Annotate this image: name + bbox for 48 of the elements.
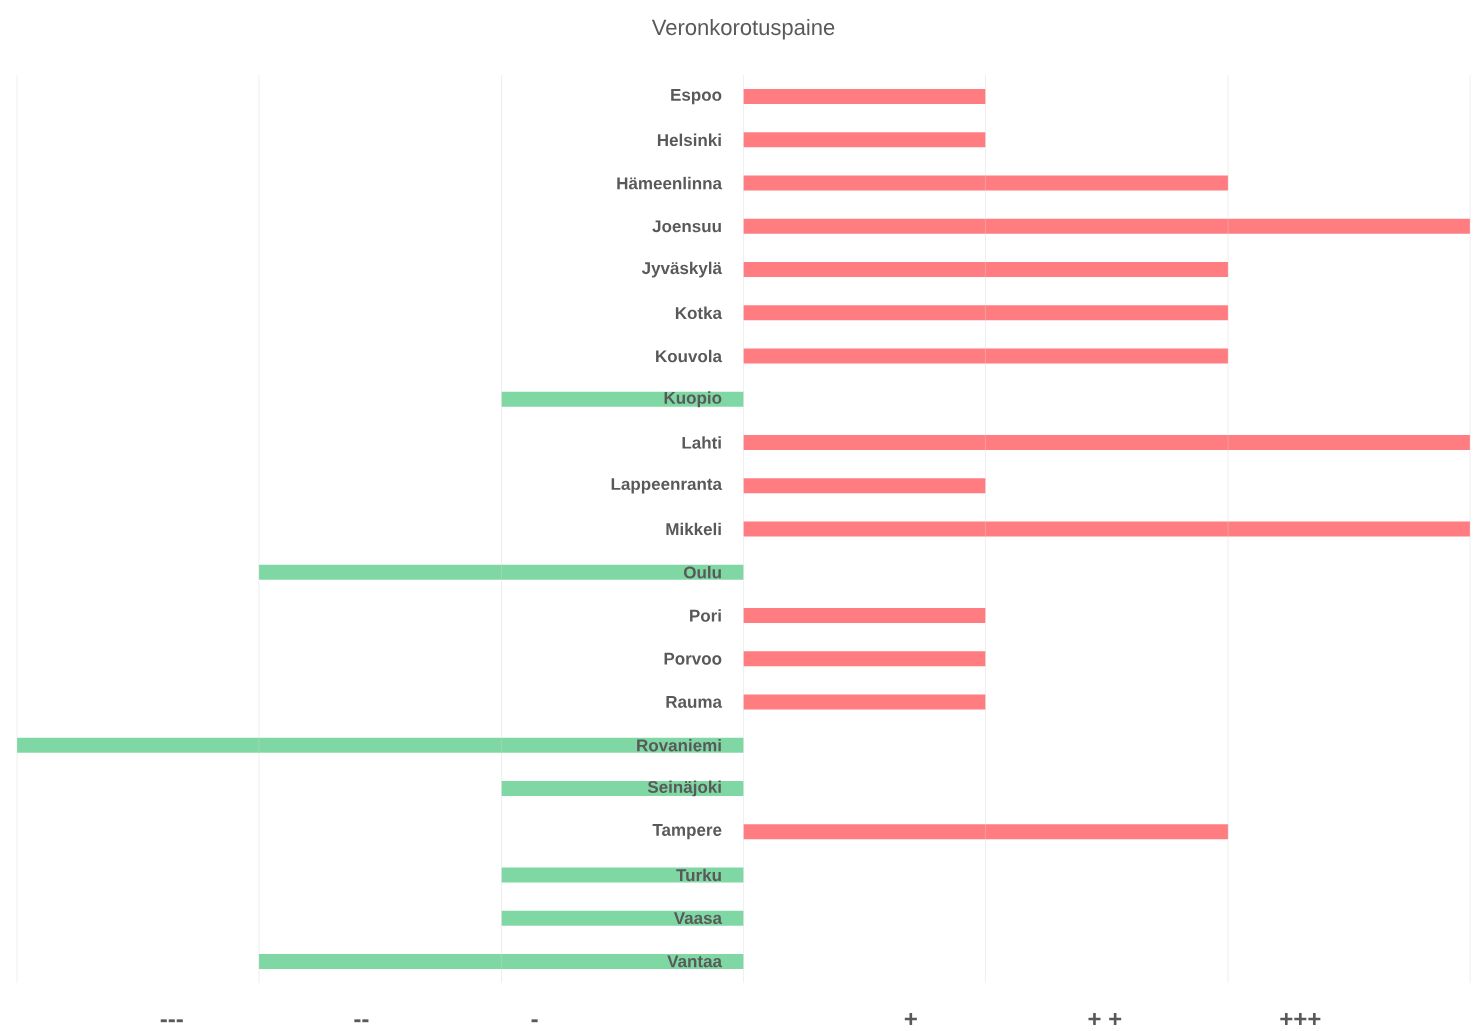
chart-title: Veronkorotuspaine	[651, 18, 835, 40]
bar	[743, 651, 986, 667]
text: --	[354, 1019, 369, 1023]
bar	[743, 132, 986, 148]
y-tick-label: Vaasa	[673, 912, 723, 925]
y-tick-label: Seinäjoki	[647, 780, 721, 797]
y-tick-label: Lappeenranta	[611, 478, 723, 494]
y-tick-label: Lahti	[682, 436, 721, 449]
text: +	[904, 1012, 917, 1026]
y-tick-label: Mikkeli	[666, 522, 721, 536]
y-tick-label: Rovaniemi	[637, 738, 721, 752]
bar	[743, 521, 1471, 537]
text: ---	[160, 1019, 183, 1023]
bar	[743, 348, 1229, 364]
y-tick-label: Kotka	[675, 306, 723, 320]
bar	[501, 867, 744, 883]
bar	[743, 824, 1229, 840]
y-tick-label: Kuopio	[664, 391, 722, 408]
bar	[743, 89, 986, 105]
y-tick-label: Tampere	[652, 824, 722, 840]
y-tick-label: Jyväskylä	[641, 261, 723, 278]
bar	[743, 694, 986, 710]
bar	[743, 262, 1229, 278]
bar	[501, 910, 744, 926]
y-tick-label: Espoo	[671, 88, 722, 105]
bar	[258, 564, 744, 580]
bar	[743, 305, 1229, 321]
y-tick-label: Turku	[676, 868, 721, 882]
y-tick-label: Vantaa	[667, 955, 723, 968]
y-tick-label: Pori	[690, 609, 721, 622]
bar	[743, 218, 1471, 234]
y-tick-label: Joensuu	[652, 220, 721, 233]
bar	[258, 953, 744, 969]
y-tick-label: Kouvola	[656, 349, 723, 363]
y-tick-label: Porvoo	[664, 652, 722, 665]
text: + +	[1088, 1012, 1122, 1026]
y-tick-label: Rauma	[666, 696, 723, 708]
y-tick-label: Hämeenlinna	[617, 176, 723, 190]
bar	[743, 478, 986, 494]
text: +++	[1280, 1012, 1321, 1026]
bar	[743, 175, 1229, 191]
bar	[743, 607, 986, 623]
y-tick-label: Oulu	[683, 566, 721, 579]
bar	[743, 435, 1471, 451]
y-tick-label: Helsinki	[657, 133, 721, 147]
text: -	[531, 1019, 538, 1023]
bar	[17, 737, 744, 753]
bar	[501, 391, 744, 407]
